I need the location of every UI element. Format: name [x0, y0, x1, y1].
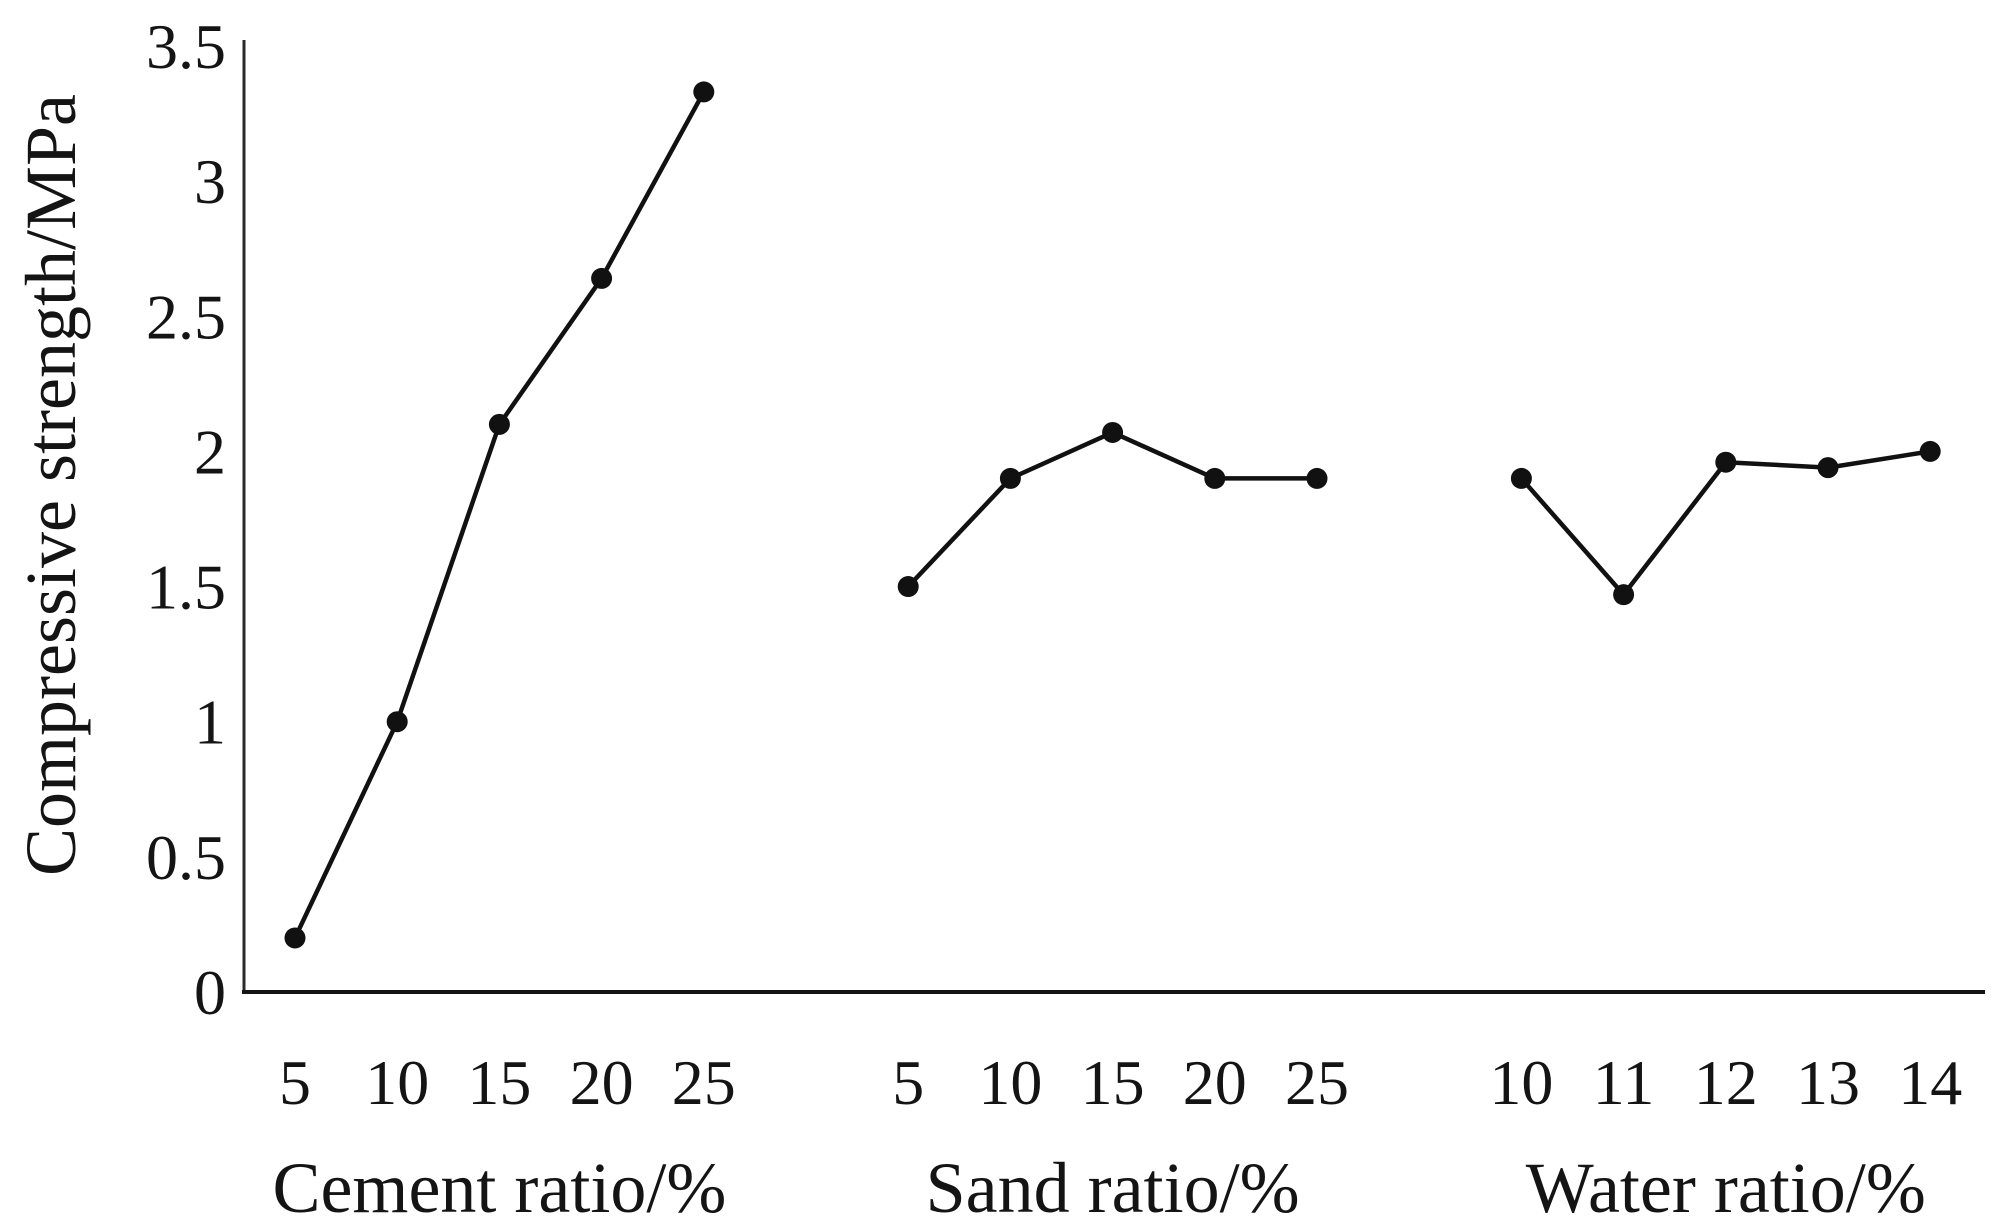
series-line-sand [905, 430, 1320, 589]
x-tick-label: 15 [1081, 1047, 1145, 1118]
x-tick-label: 15 [467, 1047, 531, 1118]
x-tick-label: 11 [1593, 1047, 1655, 1118]
data-point-water [1817, 457, 1839, 479]
x-tick-label: 25 [672, 1047, 736, 1118]
x-axis-title-sand: Sand ratio/% [926, 1148, 1300, 1217]
x-tick-label: 10 [365, 1047, 429, 1118]
y-tick-label: 2.5 [146, 281, 226, 352]
y-tick-label: 2 [194, 416, 226, 487]
data-point-water [1510, 467, 1532, 489]
plot-area: 0 0.5 1 1.5 2 2.5 3 3.5 5 10 15 20 25 Cement ratio/% 5… [146, 11, 1962, 1217]
y-tick-label: 3.5 [146, 11, 226, 82]
x-tick-label: 12 [1694, 1047, 1758, 1118]
data-point-sand [897, 576, 919, 598]
x-tick-label: 5 [892, 1047, 924, 1118]
x-tick-label: 10 [1489, 1047, 1553, 1118]
data-point-cement [284, 927, 306, 949]
y-axis-title: Compressive strength/MPa [11, 94, 91, 876]
y-tick-label: 3 [194, 146, 226, 217]
data-point-cement [386, 711, 408, 733]
data-point-water [1715, 451, 1737, 473]
x-tick-label: 14 [1898, 1047, 1962, 1118]
series-line-water [1519, 449, 1933, 597]
x-tick-label: 10 [978, 1047, 1042, 1118]
x-tick-label: 5 [279, 1047, 311, 1118]
x-tick-label: 13 [1796, 1047, 1860, 1118]
data-point-water [1613, 584, 1635, 606]
x-tick-label: 20 [570, 1047, 634, 1118]
data-point-cement [591, 267, 613, 289]
data-point-cement [693, 81, 715, 103]
y-tick-label: 1.5 [146, 552, 226, 623]
data-point-water [1919, 440, 1941, 462]
data-point-sand [999, 467, 1021, 489]
data-point-sand [1102, 421, 1124, 443]
y-tick-label: 1 [194, 687, 226, 758]
x-tick-label: 25 [1285, 1047, 1349, 1118]
data-point-cement [488, 413, 510, 435]
data-point-sand [1306, 467, 1328, 489]
x-tick-label: 20 [1183, 1047, 1247, 1118]
x-axis-title-water: Water ratio/% [1526, 1148, 1926, 1217]
series-line-cement [292, 89, 707, 941]
y-tick-label: 0 [194, 957, 226, 1028]
data-point-sand [1204, 467, 1226, 489]
x-axis-title-cement: Cement ratio/% [272, 1148, 726, 1217]
y-tick-label: 0.5 [146, 822, 226, 893]
